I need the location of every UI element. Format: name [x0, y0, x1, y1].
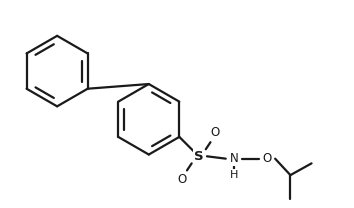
Text: S: S: [194, 150, 204, 163]
Text: O: O: [178, 173, 187, 186]
Text: O: O: [262, 152, 272, 165]
Text: N: N: [230, 152, 238, 165]
Text: H: H: [230, 170, 238, 180]
Text: O: O: [211, 126, 220, 139]
